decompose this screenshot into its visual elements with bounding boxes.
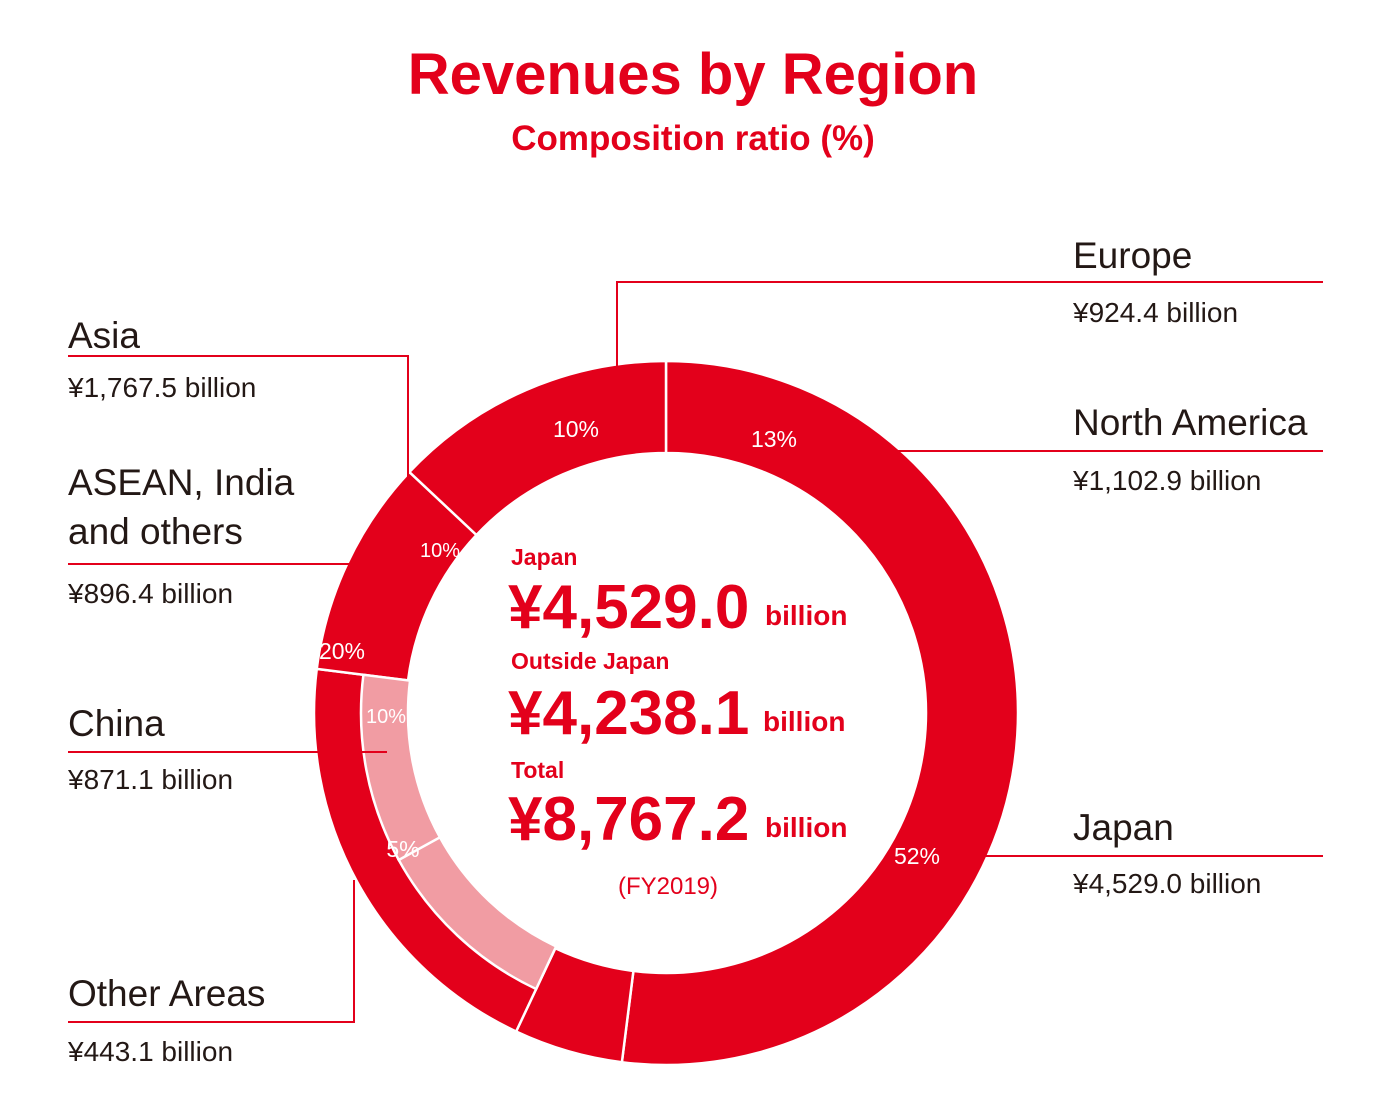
center-outside-amount: ¥4,238.1: [508, 679, 749, 748]
pct-label-europe: 10%: [553, 416, 599, 442]
chart-subtitle: Composition ratio (%): [511, 119, 875, 158]
pct-label-north-america: 13%: [751, 426, 797, 452]
pct-label-japan: 52%: [894, 843, 940, 869]
wedge-japan: [620, 359, 1020, 1067]
label-asean-name-line2: and others: [68, 511, 243, 552]
label-japan-name: Japan: [1073, 807, 1174, 848]
pct-label-china: 10%: [366, 706, 406, 728]
leader-line-other-areas: [68, 880, 355, 1023]
leader-lines: [68, 281, 1323, 1023]
chart-title: Revenues by Region: [408, 42, 978, 107]
pct-label-asean-india: 10%: [420, 540, 460, 562]
center-fiscal-year: (FY2019): [618, 873, 718, 900]
center-japan-unit: billion: [765, 600, 847, 631]
label-other-areas-value: ¥443.1 billion: [67, 1036, 233, 1067]
center-japan-amount: ¥4,529.0: [508, 573, 749, 642]
label-europe-name: Europe: [1073, 235, 1192, 276]
label-china-value: ¥871.1 billion: [67, 764, 233, 795]
label-china-name: China: [68, 703, 165, 744]
leader-line-europe: [616, 281, 1323, 366]
center-outside-label: Outside Japan: [511, 648, 669, 674]
wedge-north-america: [407, 359, 668, 537]
center-total-label: Total: [511, 757, 564, 783]
label-north-america-name: North America: [1073, 402, 1308, 443]
center-japan-label: Japan: [511, 544, 577, 570]
label-north-america-value: ¥1,102.9 billion: [1072, 465, 1261, 496]
center-outside-unit: billion: [763, 706, 845, 737]
center-total-amount: ¥8,767.2: [508, 785, 749, 854]
pct-label-other-areas: 5%: [386, 836, 419, 862]
center-total-unit: billion: [765, 812, 847, 843]
label-asean-value: ¥896.4 billion: [67, 578, 233, 609]
ring-layer: 52% 5% 20% 10% 13% 10% 10%: [312, 359, 1020, 1067]
leader-line-asia: [68, 355, 409, 480]
inner-wedge-asean-india: [359, 673, 442, 862]
label-japan-value: ¥4,529.0 billion: [1072, 868, 1261, 899]
label-asia-name: Asia: [68, 315, 140, 356]
label-asia-value: ¥1,767.5 billion: [67, 372, 256, 403]
label-other-areas-name: Other Areas: [68, 973, 265, 1014]
label-asean-name: ASEAN, India: [68, 462, 295, 503]
pct-label-asia: 20%: [319, 638, 365, 664]
label-europe-value: ¥924.4 billion: [1072, 297, 1238, 328]
